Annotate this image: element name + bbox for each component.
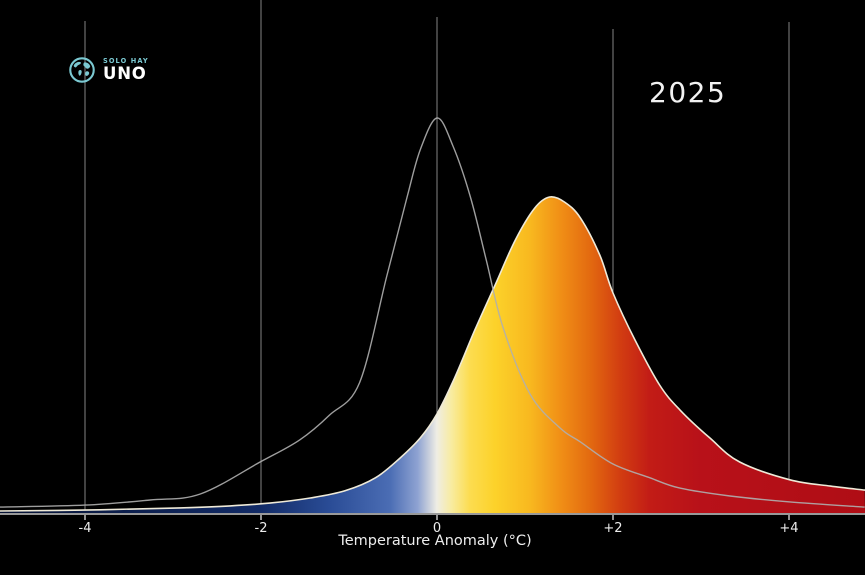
- x-tick-label--4: -4: [79, 521, 92, 536]
- baseline-distribution-curve: [0, 117, 865, 508]
- distribution-2025-outline: [0, 195, 865, 512]
- brand-logo: SOLO HAY UNO: [68, 56, 149, 84]
- logo-text-bottom: UNO: [103, 63, 147, 83]
- x-tick-label-+2: +2: [603, 521, 622, 536]
- x-axis-title: Temperature Anomaly (°C): [337, 533, 531, 549]
- distribution-2025-fill: [0, 196, 865, 513]
- globe-icon: [69, 57, 95, 83]
- year-label: 2025: [649, 76, 727, 109]
- x-tick-label-0: 0: [433, 521, 441, 536]
- x-tick-label-+4: +4: [779, 521, 798, 536]
- x-tick-label--2: -2: [255, 521, 268, 536]
- logo-text-top: SOLO HAY: [103, 56, 149, 65]
